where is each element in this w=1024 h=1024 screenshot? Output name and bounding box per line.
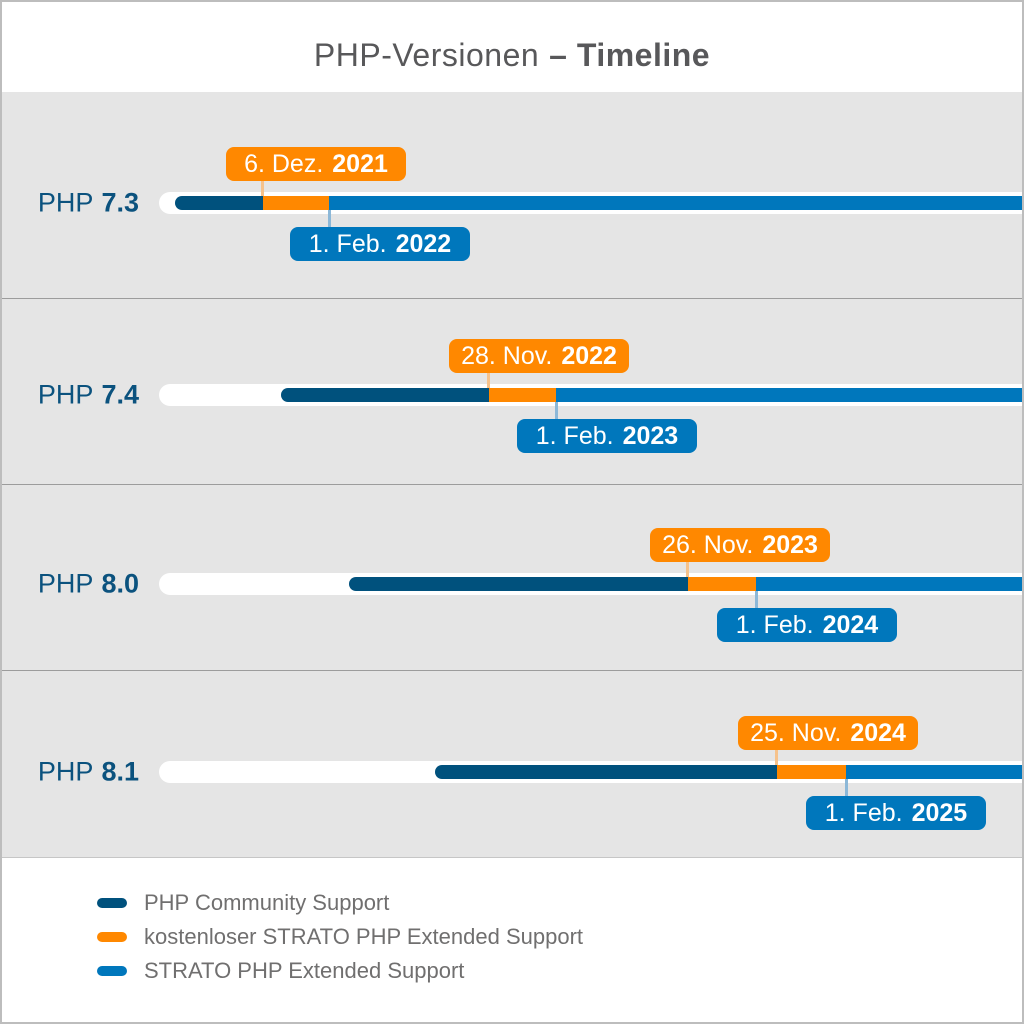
version-number: 7.3 (101, 187, 139, 218)
community-end-callout: 26. Nov. 2023 (650, 528, 830, 562)
timeline-row: PHP 8.1 25. Nov. 2024 1. Feb. 2025 (2, 670, 1022, 857)
bar-segment-extended-support (329, 196, 1022, 210)
free-end-callout: 1. Feb. 2022 (290, 227, 470, 261)
callout-year: 2022 (561, 341, 617, 370)
callout-date: 1. Feb. (308, 229, 387, 258)
callout-year: 2024 (822, 610, 879, 639)
community-end-callout: 6. Dez. 2021 (226, 147, 406, 181)
timeline-row: PHP 8.0 26. Nov. 2023 1. Feb. 2024 (2, 484, 1022, 670)
callout-date: 6. Dez. (244, 149, 324, 178)
free-end-connector (845, 779, 848, 796)
version-number: 7.4 (101, 379, 139, 410)
legend-label: PHP Community Support (144, 890, 390, 915)
callout-year: 2021 (332, 149, 388, 178)
bar-segment-free-extended-support (489, 388, 556, 402)
version-prefix: PHP (37, 187, 94, 218)
bar-segment-extended-support (556, 388, 1022, 402)
free-end-callout: 1. Feb. 2023 (517, 419, 697, 453)
legend-label: STRATO PHP Extended Support (144, 958, 465, 983)
callout-year: 2023 (762, 530, 818, 559)
page-title: PHP-Versionen – Timeline (314, 37, 710, 74)
legend-label: kostenloser STRATO PHP Extended Support (144, 924, 584, 949)
free-end-connector (328, 210, 331, 227)
community-end-connector (775, 750, 778, 765)
callout-year: 2025 (911, 798, 968, 827)
bar-segment-community-support (435, 765, 777, 779)
version-number: 8.0 (101, 568, 139, 599)
version-prefix: PHP (37, 756, 94, 787)
page-title-regular: PHP-Versionen (313, 36, 540, 73)
free-end-connector (755, 591, 758, 608)
callout-date: 28. Nov. (461, 341, 553, 370)
bar-segment-community-support (175, 196, 263, 210)
community-end-connector (261, 181, 264, 196)
version-prefix: PHP (37, 568, 94, 599)
community-end-callout: 25. Nov. 2024 (738, 716, 918, 750)
version-label: PHP 7.4 (2, 380, 139, 411)
legend-item-free-extended-support: kostenloser STRATO PHP Extended Support (97, 920, 583, 954)
bar-segment-free-extended-support (688, 577, 756, 591)
bar-segment-extended-support (846, 765, 1022, 779)
version-number: 8.1 (101, 756, 139, 787)
bar-segment-community-support (281, 388, 489, 402)
community-end-callout: 28. Nov. 2022 (449, 339, 629, 373)
callout-year: 2023 (622, 421, 679, 450)
version-label: PHP 8.1 (2, 757, 139, 788)
legend-item-extended-support: STRATO PHP Extended Support (97, 954, 583, 988)
legend-swatch-free-extended-support (97, 932, 127, 942)
legend-item-community-support: PHP Community Support (97, 886, 583, 920)
bar-segment-community-support (349, 577, 688, 591)
callout-date: 1. Feb. (735, 610, 814, 639)
community-end-connector (686, 562, 689, 577)
free-end-callout: 1. Feb. 2025 (806, 796, 986, 830)
bar-segment-extended-support (756, 577, 1022, 591)
legend-swatch-extended-support (97, 966, 127, 976)
legend-footer: PHP Community Support kostenloser STRATO… (2, 857, 1022, 1022)
header: PHP-Versionen – Timeline (2, 2, 1022, 100)
callout-date: 1. Feb. (535, 421, 614, 450)
legend-swatch-community-support (97, 898, 127, 908)
bar-segment-free-extended-support (263, 196, 329, 210)
callout-date: 26. Nov. (662, 530, 754, 559)
version-label: PHP 7.3 (2, 188, 139, 219)
free-end-callout: 1. Feb. 2024 (717, 608, 897, 642)
free-end-connector (555, 402, 558, 419)
timeline-row: PHP 7.4 28. Nov. 2022 1. Feb. 2023 (2, 298, 1022, 484)
community-end-connector (487, 373, 490, 388)
version-label: PHP 8.0 (2, 569, 139, 600)
timeline-row: PHP 7.3 6. Dez. 2021 1. Feb. 2022 (2, 92, 1022, 298)
callout-date: 25. Nov. (750, 718, 842, 747)
legend: PHP Community Support kostenloser STRATO… (97, 886, 583, 988)
callout-year: 2022 (395, 229, 452, 258)
callout-date: 1. Feb. (824, 798, 903, 827)
version-prefix: PHP (37, 379, 94, 410)
bar-segment-free-extended-support (777, 765, 846, 779)
callout-year: 2024 (850, 718, 906, 747)
page-title-bold: – Timeline (549, 36, 711, 73)
